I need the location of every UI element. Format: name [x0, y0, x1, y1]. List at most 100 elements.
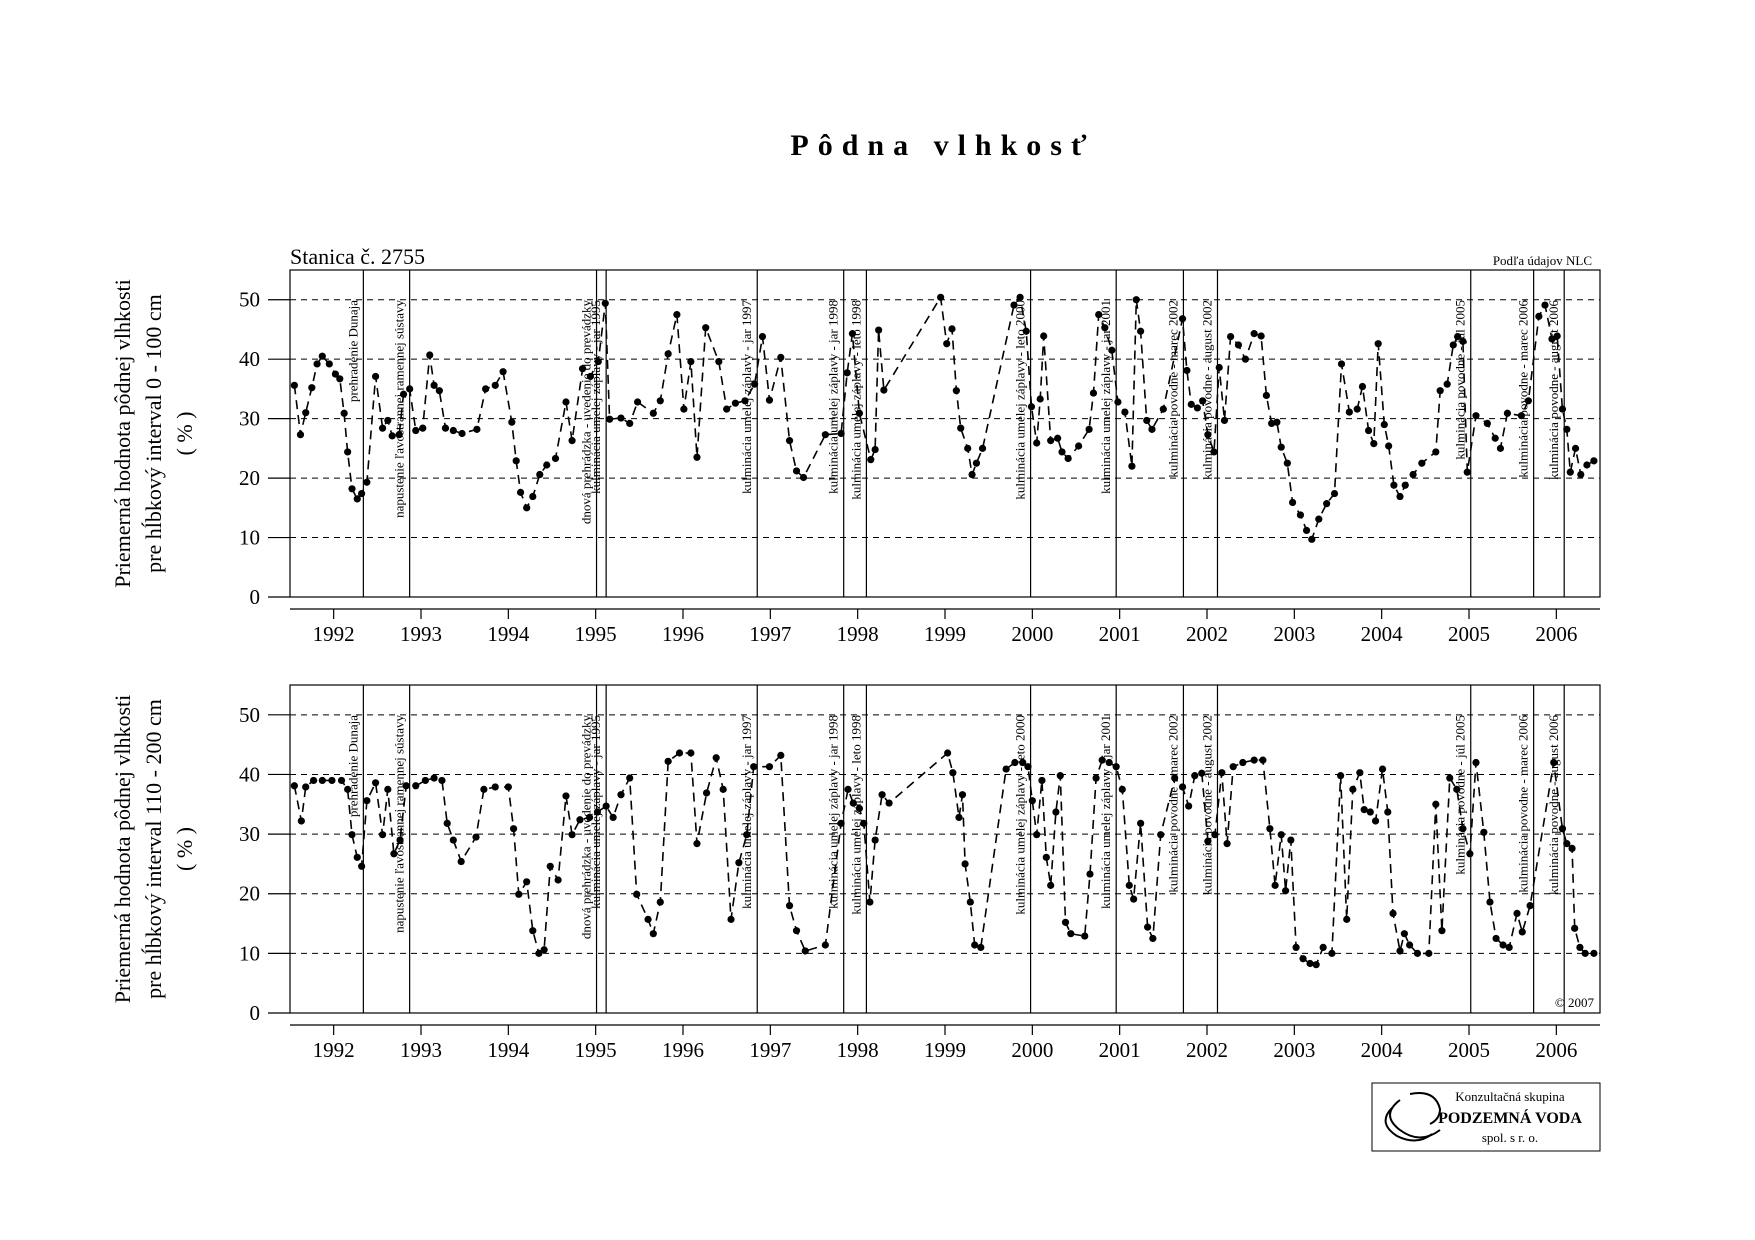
data-point: [435, 387, 443, 395]
data-point: [412, 426, 420, 435]
data-point: [844, 785, 852, 793]
data-point: [1492, 934, 1500, 943]
data-point: [758, 332, 767, 341]
data-point: [1282, 887, 1290, 895]
data-point: [1505, 943, 1513, 952]
data-point: [1121, 408, 1129, 416]
data-point: [1273, 418, 1281, 426]
data-point: [626, 774, 634, 782]
y-axis-label: Priemerná hodnota pôdnej vlhkosti: [110, 279, 135, 588]
x-tick-label: 1993: [400, 622, 442, 646]
data-point: [1262, 391, 1270, 400]
data-point: [848, 330, 857, 338]
data-point: [1524, 397, 1532, 405]
data-point: [1463, 468, 1471, 476]
data-point: [491, 381, 499, 389]
data-point: [617, 791, 625, 799]
data-point: [1590, 949, 1598, 957]
data-point: [1302, 526, 1311, 535]
event-label: kulminácia umelej záplavy - leto 1998: [848, 300, 863, 500]
data-point: [309, 776, 318, 785]
data-point: [1085, 425, 1093, 433]
x-tick-label: 2003: [1273, 1038, 1315, 1062]
data-point: [821, 941, 829, 949]
data-point: [508, 418, 516, 426]
data-point: [1036, 395, 1044, 403]
data-point: [296, 431, 305, 439]
copyright: © 2007: [1555, 995, 1595, 1010]
data-point: [1277, 831, 1285, 839]
data-point: [978, 444, 987, 452]
source-note: Podľa údajov NLC: [1493, 253, 1592, 268]
data-point: [302, 783, 310, 791]
data-point: [1330, 489, 1339, 498]
data-point: [1449, 341, 1457, 349]
data-point: [1517, 412, 1525, 420]
data-point: [1425, 949, 1433, 957]
data-point: [473, 425, 481, 433]
data-point: [649, 409, 657, 417]
data-point: [1220, 416, 1229, 425]
logo: Konzultačná skupina PODZEMNÁ VODA spol. …: [1371, 1082, 1601, 1152]
y-tick-label: 20: [239, 466, 260, 490]
y-tick-label: 0: [250, 1001, 261, 1025]
data-point: [843, 369, 851, 377]
data-point: [337, 776, 346, 785]
data-point: [535, 949, 543, 957]
data-point: [664, 757, 672, 765]
data-point: [399, 390, 408, 398]
x-tick-label: 2006: [1535, 1038, 1577, 1062]
data-point: [585, 813, 594, 821]
data-point: [1503, 409, 1512, 417]
data-point: [1022, 327, 1030, 335]
event-label: kulminácia povodne - marec 2006: [1516, 715, 1531, 893]
data-point: [1226, 332, 1235, 341]
data-point: [344, 785, 352, 793]
data-point: [1183, 366, 1191, 375]
x-tick-label: 1992: [313, 1038, 355, 1062]
data-point: [396, 836, 404, 844]
station-label: Stanica č. 2755: [290, 244, 425, 269]
data-point: [943, 340, 951, 348]
data-point: [1130, 895, 1138, 903]
data-point: [1042, 853, 1050, 861]
data-point: [1390, 481, 1398, 489]
data-point: [358, 489, 366, 498]
event-label: kulminácia umelej záplavy - jar 1995: [588, 300, 603, 494]
data-point: [1413, 949, 1422, 957]
y-tick-label: 20: [239, 882, 260, 906]
data-point: [1292, 943, 1300, 952]
x-tick-label: 1995: [575, 622, 617, 646]
data-point: [687, 749, 695, 757]
data-point: [712, 754, 720, 762]
data-point: [968, 470, 976, 479]
data-point: [656, 898, 664, 906]
data-point: [297, 817, 305, 825]
data-point: [529, 492, 537, 501]
data-point: [353, 853, 361, 861]
data-point: [1401, 481, 1409, 489]
data-point: [358, 862, 366, 870]
data-point: [593, 808, 602, 816]
data-point: [1438, 927, 1446, 935]
data-point: [384, 785, 392, 793]
data-point: [482, 385, 490, 393]
data-point: [363, 478, 371, 486]
data-point: [1454, 332, 1462, 341]
data-point: [955, 813, 963, 821]
data-point: [1577, 470, 1585, 479]
data-point: [472, 833, 480, 841]
chart: 0 10 20 30 40 50 1992 1993 1994 1995 1996 1997 1998 1…: [110, 244, 1601, 646]
data-point: [1010, 301, 1018, 309]
data-point: [799, 473, 808, 482]
data-point: [1288, 498, 1297, 507]
y-axis-label: pre hĺbkový interval 0 - 100 cm: [141, 294, 166, 573]
data-point: [318, 776, 326, 785]
data-point: [1159, 405, 1167, 413]
data-point: [1571, 924, 1579, 932]
data-point: [1144, 923, 1152, 931]
data-point: [1409, 470, 1417, 479]
data-point: [1345, 408, 1353, 416]
data-point: [1389, 909, 1397, 918]
data-point: [1446, 774, 1454, 782]
